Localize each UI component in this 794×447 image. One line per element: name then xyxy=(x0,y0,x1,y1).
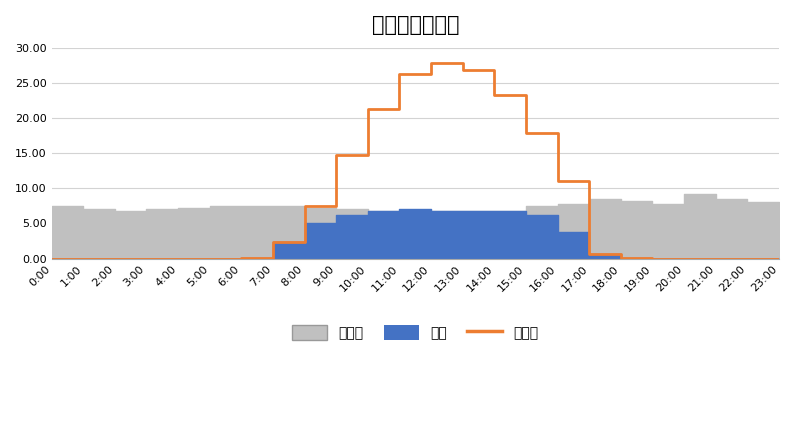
Legend: 使用量, 一致, 発電量: 使用量, 一致, 発電量 xyxy=(292,325,538,340)
Title: 太陽光＆実施設: 太陽光＆実施設 xyxy=(372,15,459,35)
